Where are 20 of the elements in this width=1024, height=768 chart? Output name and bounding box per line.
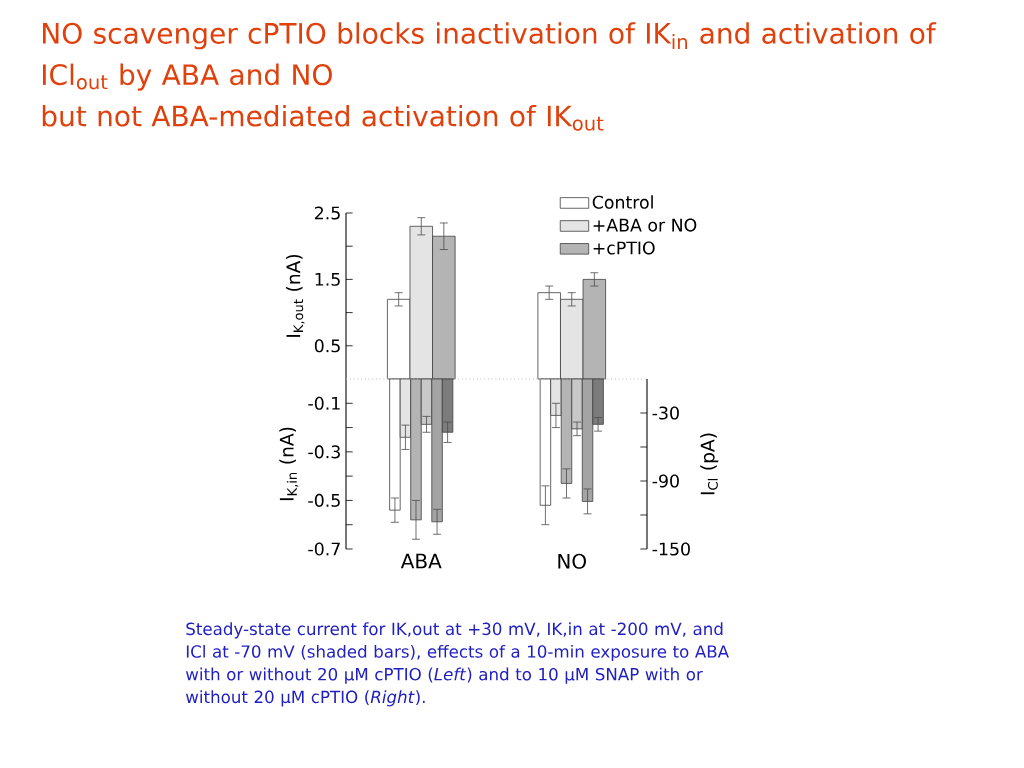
y2-tick-label: -30 [652, 406, 679, 420]
y-tick-label: 2.5 [315, 206, 340, 220]
legend-label: +ABA or NO [593, 218, 697, 232]
y-tick-label: -0.3 [308, 445, 340, 459]
x-tick-label: NO [558, 553, 586, 569]
y-tick-label: 1.5 [315, 272, 340, 286]
y-tick-label: -0.7 [308, 542, 340, 556]
text: Steady-state current for IK,out at +30 mV, IK,in at -200 mV, and ICl at -70 mV (shaded bars), effects of a 10-min exposure to ABA with or without 20 μM cPTIO (Left) and to 10 μM SNAP with or without 20 μM cPTIO (Right). [185, 622, 729, 707]
y-tick-label: 0.5 [314, 339, 340, 353]
y-tick-label: -0.5 [308, 493, 340, 507]
x-tick-label: ABA [400, 553, 442, 569]
y-axis-title: I$_{K,out}$ (nA) [285, 254, 305, 337]
legend-label: Control [592, 195, 653, 209]
y2-tick-label: -150 [652, 542, 690, 556]
chart-subtitle: but not ABA-mediated activation of IK$_{out}$ [42, 104, 604, 131]
legend-label: +cPTIO [593, 241, 655, 255]
y-axis-title: I$_{K,in}$ (nA) [279, 427, 299, 501]
y2-tick-label: -90 [652, 474, 679, 488]
y2-axis-title: I$_{Cl}$ (pA) [700, 433, 719, 495]
y-tick-label: -0.1 [308, 396, 340, 410]
